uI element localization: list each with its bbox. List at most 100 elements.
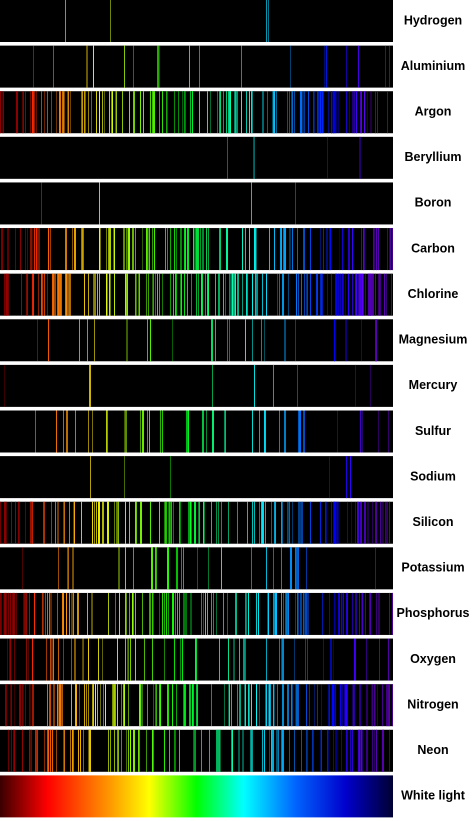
spectral-line xyxy=(252,91,253,134)
spectral-line xyxy=(310,501,311,544)
spectral-line xyxy=(93,273,94,316)
spectral-line xyxy=(136,501,137,544)
spectral-line xyxy=(152,91,153,134)
spectral-line xyxy=(194,501,196,544)
spectral-line xyxy=(261,319,262,362)
spectral-line xyxy=(51,638,53,681)
spectral-line xyxy=(67,273,69,316)
spectral-line xyxy=(225,273,226,316)
spectral-line xyxy=(347,729,348,772)
spectral-line xyxy=(327,228,328,271)
spectral-line xyxy=(46,638,47,681)
spectral-line xyxy=(301,729,302,772)
spectral-line xyxy=(165,501,166,544)
spectral-line xyxy=(115,91,116,134)
spectral-line xyxy=(331,91,332,134)
spectral-line xyxy=(74,228,76,271)
spectral-line xyxy=(91,91,92,134)
spectral-line xyxy=(196,228,198,271)
spectral-line xyxy=(258,592,259,635)
spectral-line xyxy=(295,182,296,225)
spectral-line xyxy=(353,684,354,727)
spectral-line xyxy=(34,592,35,635)
spectral-line xyxy=(373,228,374,271)
spectral-line xyxy=(336,91,337,134)
spectral-line xyxy=(62,91,64,134)
spectral-line xyxy=(189,45,190,88)
spectral-line xyxy=(41,91,42,134)
spectral-line xyxy=(229,684,230,727)
spectral-line xyxy=(53,684,55,727)
spectral-line xyxy=(147,410,148,453)
spectral-line xyxy=(32,501,33,544)
spectral-line xyxy=(266,638,267,681)
spectral-line xyxy=(144,638,145,681)
spectral-line xyxy=(249,684,250,727)
spectral-line xyxy=(371,273,373,316)
spectral-line xyxy=(196,273,197,316)
spectral-line xyxy=(251,684,252,727)
spectral-line xyxy=(190,501,191,544)
spectral-line xyxy=(334,684,335,727)
spectral-line xyxy=(122,91,123,134)
spectral-line xyxy=(47,684,48,727)
spectral-line xyxy=(292,91,293,134)
spectral-line xyxy=(343,592,344,635)
spectral-line xyxy=(61,684,62,727)
spectral-line xyxy=(389,228,391,271)
spectral-line xyxy=(261,501,262,544)
spectral-line xyxy=(279,273,280,316)
spectral-line xyxy=(351,501,352,544)
spectral-line xyxy=(70,273,71,316)
spectral-line xyxy=(328,729,329,772)
spectral-line xyxy=(98,638,99,681)
spectral-line xyxy=(335,729,337,772)
spectral-line xyxy=(287,91,288,134)
spectrum-row: Carbon xyxy=(0,228,455,271)
spectral-line xyxy=(378,592,380,635)
spectral-line xyxy=(296,684,298,727)
spectral-line xyxy=(34,91,35,134)
spectral-line xyxy=(0,501,1,544)
spectral-line xyxy=(265,501,266,544)
spectral-line xyxy=(333,638,334,681)
spectral-line xyxy=(245,319,246,362)
spectral-line xyxy=(11,684,12,727)
spectral-line xyxy=(187,228,189,271)
element-label: Silicon xyxy=(413,515,454,529)
spectral-line xyxy=(139,273,140,316)
spectral-line xyxy=(10,592,11,635)
spectral-line xyxy=(56,410,57,453)
spectral-line xyxy=(174,228,175,271)
spectral-line xyxy=(172,592,174,635)
spectral-line xyxy=(354,91,355,134)
spectral-line xyxy=(153,729,154,772)
spectral-line xyxy=(110,0,111,42)
spectral-line xyxy=(36,228,37,271)
spectral-line xyxy=(156,684,157,727)
spectral-line xyxy=(41,182,42,225)
spectral-line xyxy=(341,592,342,635)
spectral-line xyxy=(53,273,54,316)
spectral-line xyxy=(133,547,134,590)
spectral-line xyxy=(375,501,377,544)
spectral-line xyxy=(94,501,95,544)
spectral-line xyxy=(107,501,109,544)
spectral-line xyxy=(29,729,30,772)
spectral-line xyxy=(25,592,27,635)
spectrum-row: Potassium xyxy=(0,547,465,590)
spectral-line xyxy=(236,91,238,134)
spectral-line xyxy=(64,729,65,772)
spectral-line xyxy=(325,501,326,544)
spectrum-row: Nitrogen xyxy=(0,684,459,727)
spectral-line xyxy=(118,547,120,590)
spectral-line xyxy=(282,273,284,316)
spectral-line xyxy=(370,364,371,407)
spectral-line xyxy=(273,364,274,407)
spectral-line xyxy=(135,273,136,316)
spectral-line xyxy=(25,228,26,271)
spectral-line xyxy=(334,592,335,635)
spectral-line xyxy=(319,91,321,134)
spectral-line xyxy=(212,410,214,453)
spectral-line xyxy=(110,729,111,772)
